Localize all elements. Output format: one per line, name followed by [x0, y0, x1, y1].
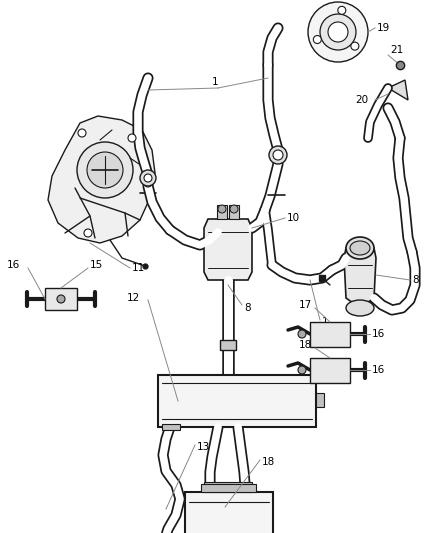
FancyBboxPatch shape [229, 205, 239, 219]
Circle shape [84, 229, 92, 237]
Text: 1: 1 [212, 77, 218, 87]
Text: 20: 20 [355, 95, 368, 105]
Circle shape [230, 205, 238, 213]
Ellipse shape [346, 237, 374, 259]
Circle shape [298, 366, 306, 374]
Circle shape [313, 36, 321, 44]
Circle shape [273, 150, 283, 160]
Circle shape [320, 14, 356, 50]
Circle shape [298, 330, 306, 338]
FancyBboxPatch shape [310, 322, 350, 347]
Circle shape [338, 6, 346, 14]
Circle shape [87, 152, 123, 188]
Circle shape [218, 205, 226, 213]
Circle shape [269, 146, 287, 164]
Text: 16: 16 [372, 329, 385, 339]
Text: 19: 19 [377, 23, 390, 33]
Circle shape [328, 22, 348, 42]
Text: 12: 12 [127, 293, 140, 303]
Circle shape [144, 174, 152, 182]
Polygon shape [204, 219, 252, 280]
FancyBboxPatch shape [220, 340, 236, 350]
FancyBboxPatch shape [316, 393, 324, 407]
Circle shape [128, 134, 136, 142]
Circle shape [78, 129, 86, 137]
Text: 1: 1 [322, 317, 328, 327]
Text: 13: 13 [197, 442, 210, 452]
FancyBboxPatch shape [185, 492, 273, 533]
Text: 18: 18 [299, 340, 312, 350]
Circle shape [144, 179, 152, 187]
FancyBboxPatch shape [162, 424, 180, 430]
Circle shape [57, 295, 65, 303]
Circle shape [77, 142, 133, 198]
Text: 11: 11 [132, 263, 145, 273]
Text: 17: 17 [299, 300, 312, 310]
Ellipse shape [346, 300, 374, 316]
Circle shape [140, 170, 156, 186]
Ellipse shape [350, 241, 370, 255]
FancyBboxPatch shape [204, 482, 252, 492]
Text: 16: 16 [372, 365, 385, 375]
Text: 15: 15 [90, 260, 103, 270]
Text: 21: 21 [390, 45, 403, 55]
Circle shape [351, 42, 359, 50]
Polygon shape [344, 248, 376, 308]
Polygon shape [388, 80, 408, 100]
Circle shape [308, 2, 368, 62]
Text: 8: 8 [244, 303, 251, 313]
Text: 16: 16 [7, 260, 20, 270]
FancyBboxPatch shape [45, 288, 77, 310]
FancyBboxPatch shape [310, 358, 350, 383]
Text: 8: 8 [412, 275, 419, 285]
FancyBboxPatch shape [217, 205, 227, 219]
FancyBboxPatch shape [158, 375, 316, 427]
FancyBboxPatch shape [201, 484, 256, 492]
Text: 18: 18 [262, 457, 275, 467]
Polygon shape [48, 116, 155, 243]
Text: 10: 10 [287, 213, 300, 223]
